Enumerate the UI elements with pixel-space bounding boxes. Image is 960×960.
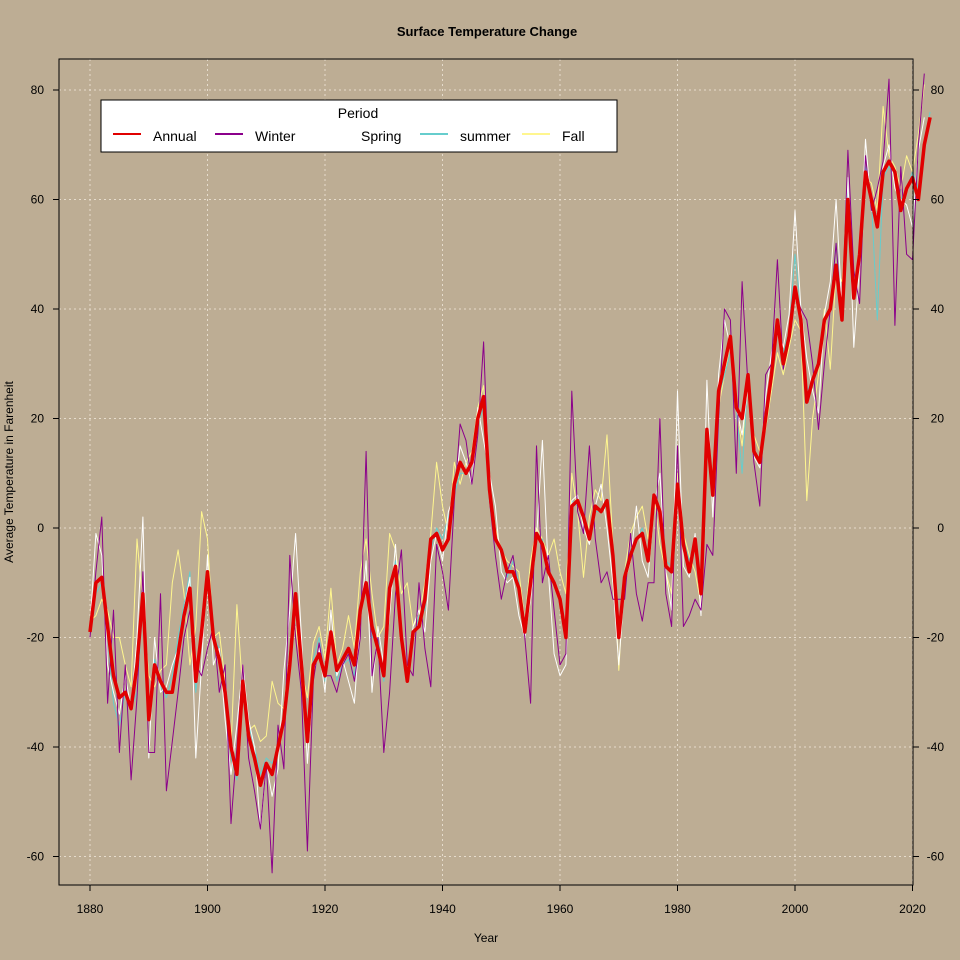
y-tick-label-left: -60	[27, 850, 45, 864]
x-tick-label: 2000	[782, 902, 809, 916]
y-axis-title: Average Temperature in Farenheit	[2, 381, 16, 563]
x-tick-label: 1980	[664, 902, 691, 916]
legend-label-spring: Spring	[361, 128, 401, 144]
legend-label-fall: Fall	[562, 128, 585, 144]
legend-label-annual: Annual	[153, 128, 197, 144]
y-tick-label-left: -40	[27, 740, 45, 754]
y-tick-label-right: -20	[927, 631, 945, 645]
x-axis: 1880 1900 1920 1940 1960 1980 2000 2020	[77, 884, 926, 916]
y-tick-label-left: 40	[31, 302, 45, 316]
y-tick-label-left: 20	[31, 412, 45, 426]
y-tick-label-right: 60	[931, 193, 945, 207]
y-tick-label-right: 80	[931, 83, 945, 97]
y-tick-label-right: -60	[927, 850, 945, 864]
y-tick-label-left: -20	[27, 631, 45, 645]
x-axis-title: Year	[474, 931, 498, 945]
legend-label-winter: Winter	[255, 128, 296, 144]
y-tick-label-left: 60	[31, 193, 45, 207]
legend-label-summer: summer	[460, 128, 511, 144]
y-tick-label-right: 0	[937, 521, 944, 535]
x-tick-label: 1940	[429, 902, 456, 916]
x-tick-label: 2020	[899, 902, 926, 916]
x-tick-label: 1880	[77, 902, 104, 916]
series-line-annual	[88, 117, 932, 788]
legend: Period Annual Winter Spring summer Fall	[100, 99, 618, 153]
y-tick-label-right: 20	[931, 412, 945, 426]
series-layer	[88, 73, 932, 874]
legend-box	[100, 99, 618, 153]
y-tick-label-right: -40	[927, 740, 945, 754]
x-tick-label: 1920	[312, 902, 339, 916]
legend-entries: Annual Winter Spring summer Fall	[113, 128, 585, 144]
series-line-spring	[89, 117, 925, 830]
y-tick-label-left: 0	[37, 521, 44, 535]
x-tick-label: 1900	[194, 902, 221, 916]
x-tick-label: 1960	[547, 902, 574, 916]
y-axis-right: -60 -40 -20 0 20 40 60 80	[913, 83, 944, 864]
y-tick-label-right: 40	[931, 302, 945, 316]
grid	[59, 59, 913, 885]
y-tick-label-left: 80	[31, 83, 45, 97]
y-axis-left: -60 -40 -20 0 20 40 60 80	[27, 83, 59, 864]
legend-title: Period	[338, 105, 378, 121]
chart-title: Surface Temperature Change	[397, 24, 577, 39]
